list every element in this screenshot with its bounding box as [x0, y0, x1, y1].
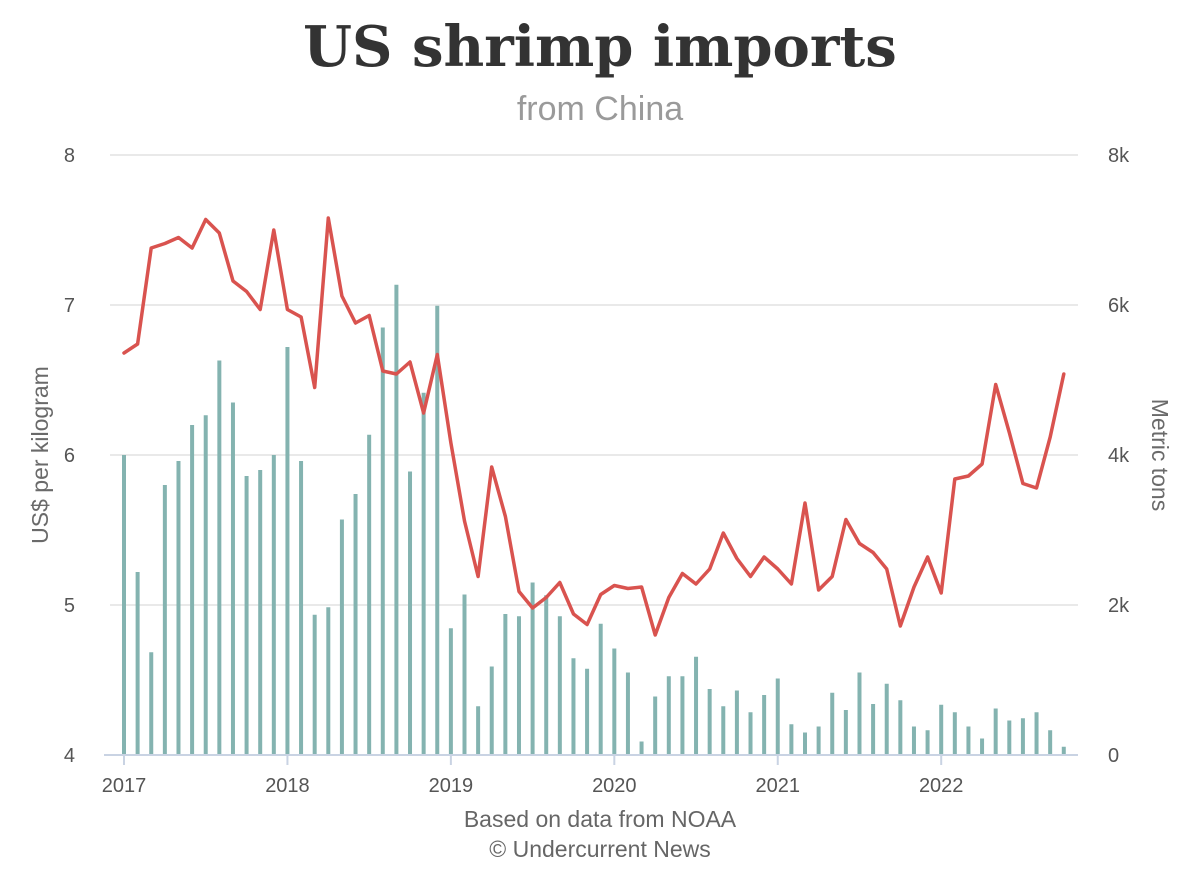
- bar: [1020, 718, 1025, 755]
- bar: [666, 676, 671, 755]
- bar: [966, 726, 971, 755]
- price-line: [122, 216, 1066, 637]
- chart-title: US shrimp imports: [303, 14, 897, 80]
- bar: [843, 710, 848, 755]
- bar: [925, 730, 930, 755]
- left-tick-label: 6: [64, 445, 75, 467]
- x-tick-label: 2022: [919, 775, 964, 797]
- bar: [367, 434, 372, 755]
- bar: [694, 656, 699, 755]
- left-tick-label: 8: [64, 145, 75, 167]
- bar: [639, 741, 644, 755]
- bar: [312, 614, 317, 755]
- bar: [176, 461, 181, 755]
- bar: [190, 425, 195, 755]
- x-tick-label: 2017: [102, 775, 147, 797]
- bar-series: [122, 284, 1066, 755]
- bar: [530, 582, 535, 755]
- bar: [258, 470, 263, 755]
- x-tick-label: 2018: [265, 775, 310, 797]
- bar: [230, 402, 235, 755]
- bar: [803, 732, 807, 755]
- axes: 4 5 6 7 8 0 2k 4k 6k 8k 2017 2018 2019 2020 2021 2022 US…: [27, 145, 1173, 797]
- bar: [612, 648, 617, 755]
- bar: [244, 476, 249, 755]
- bar: [884, 683, 889, 755]
- right-tick-label: 6k: [1108, 295, 1130, 317]
- bar: [911, 726, 916, 755]
- gridlines: [110, 154, 1078, 606]
- bar: [503, 614, 508, 755]
- bar: [952, 712, 957, 755]
- right-tick-label: 8k: [1108, 145, 1130, 167]
- left-tick-label: 4: [64, 745, 75, 767]
- bar: [353, 494, 358, 755]
- bar: [135, 572, 140, 755]
- line-series: [122, 216, 1066, 637]
- x-tick-label: 2021: [756, 775, 801, 797]
- bar: [680, 676, 685, 755]
- bar: [203, 415, 208, 755]
- bar: [734, 690, 739, 755]
- bar: [775, 678, 780, 755]
- bar: [271, 455, 276, 755]
- bar: [489, 666, 494, 755]
- bar: [625, 672, 630, 755]
- bar: [707, 689, 712, 755]
- bar: [516, 616, 521, 755]
- credit-note: © Undercurrent News: [489, 836, 711, 862]
- source-note: Based on data from NOAA: [463, 806, 737, 832]
- left-tick-label: 5: [64, 595, 75, 617]
- bar: [816, 726, 821, 755]
- bar: [217, 360, 222, 755]
- bar: [1048, 730, 1053, 755]
- bar: [653, 696, 658, 755]
- bar: [544, 595, 549, 755]
- bar: [857, 672, 862, 755]
- bar: [285, 347, 290, 755]
- bar: [408, 471, 413, 755]
- bar: [339, 519, 344, 755]
- right-tick-label: 4k: [1108, 445, 1130, 467]
- x-tick-label: 2020: [592, 775, 637, 797]
- bar: [299, 461, 304, 755]
- bar: [1007, 720, 1012, 755]
- bar: [122, 455, 126, 755]
- left-tick-label: 7: [64, 295, 75, 317]
- bar: [721, 706, 726, 755]
- bar: [898, 700, 903, 755]
- right-axis-title: Metric tons: [1147, 399, 1173, 511]
- bar: [162, 485, 167, 755]
- bar: [435, 305, 440, 755]
- bar: [571, 658, 576, 755]
- right-tick-label: 0: [1108, 745, 1119, 767]
- bar: [871, 704, 876, 755]
- bar: [394, 284, 399, 755]
- right-tick-label: 2k: [1108, 595, 1130, 617]
- bar: [326, 607, 331, 755]
- bar: [380, 327, 385, 755]
- bar: [448, 628, 453, 755]
- bar: [939, 704, 944, 755]
- bar: [762, 695, 767, 755]
- bar: [462, 594, 467, 755]
- bar: [789, 724, 794, 755]
- bar: [748, 712, 753, 755]
- bar: [830, 692, 835, 755]
- bar: [585, 668, 590, 755]
- bar: [557, 616, 562, 755]
- chart-subtitle: from China: [516, 90, 684, 128]
- bar: [149, 652, 154, 755]
- bar: [980, 738, 985, 755]
- bar: [1034, 712, 1039, 755]
- bar: [993, 708, 998, 755]
- bar: [476, 706, 481, 755]
- bar: [421, 392, 426, 755]
- bar: [1061, 746, 1066, 755]
- bar: [598, 623, 603, 755]
- x-tick-label: 2019: [429, 775, 474, 797]
- left-axis-title: US$ per kilogram: [27, 366, 53, 544]
